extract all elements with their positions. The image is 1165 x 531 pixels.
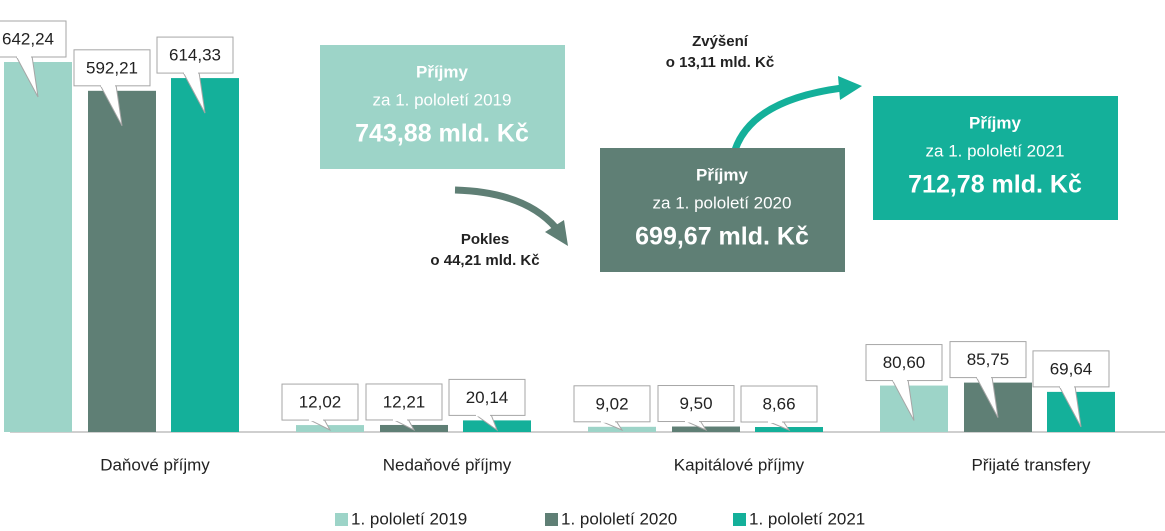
callout-box: [573, 385, 651, 423]
decrease-arrow: [454, 186, 559, 231]
change-label: Zvýšení: [692, 33, 749, 50]
legend-swatch: [733, 513, 746, 526]
summary-box: [320, 45, 565, 169]
legend-label: 1. pololetí 2019: [351, 509, 467, 528]
callout-box: [865, 344, 943, 382]
callout-box: [0, 20, 67, 58]
increase-arrowhead: [838, 76, 862, 100]
value-label: 69,64: [1050, 359, 1093, 378]
callout-box: [1032, 350, 1110, 388]
bar: [88, 90, 156, 432]
summary-subtitle: za 1. pololetí 2021: [926, 141, 1065, 160]
legend-label: 1. pololetí 2021: [749, 509, 865, 528]
value-label: 12,02: [299, 393, 342, 412]
bar: [880, 385, 948, 432]
legend-swatch: [545, 513, 558, 526]
summary-subtitle: za 1. pololetí 2020: [653, 193, 792, 212]
summary-title: Příjmy: [416, 62, 469, 81]
value-label: 20,14: [466, 388, 509, 407]
summary-box: [873, 96, 1118, 220]
value-label: 12,21: [383, 392, 426, 411]
summary-value: 712,78 mld. Kč: [908, 171, 1082, 199]
change-label: o 44,21 mld. Kč: [430, 252, 539, 269]
value-label: 80,60: [883, 353, 926, 372]
value-label: 642,24: [2, 29, 54, 48]
decrease-arrowhead: [545, 220, 568, 246]
increase-arrow: [731, 84, 843, 152]
change-label: Pokles: [461, 231, 509, 248]
x-tick-label: Nedaňové příjmy: [383, 455, 512, 474]
x-tick-label: Přijaté transfery: [971, 455, 1091, 474]
bar: [296, 425, 364, 432]
x-tick-label: Kapitálové příjmy: [674, 455, 805, 474]
summary-title: Příjmy: [969, 113, 1022, 132]
bar: [964, 382, 1032, 432]
summary-box: [600, 148, 845, 272]
callout-box: [73, 49, 151, 87]
x-tick-label: Daňové příjmy: [100, 455, 210, 474]
summary-title: Příjmy: [696, 165, 749, 184]
bar: [171, 78, 239, 432]
value-label: 9,50: [679, 394, 712, 413]
bar: [463, 420, 531, 432]
callout-box: [156, 36, 234, 74]
bar: [380, 424, 448, 432]
legend-swatch: [335, 513, 348, 526]
value-label: 9,02: [595, 394, 628, 413]
callout-box: [949, 341, 1027, 379]
summary-value: 743,88 mld. Kč: [355, 120, 529, 148]
legend-label: 1. pololetí 2020: [561, 509, 677, 528]
callout-box: [657, 385, 735, 423]
bar: [4, 62, 72, 432]
value-label: 592,21: [86, 58, 138, 77]
callout-box: [740, 385, 818, 423]
change-label: o 13,11 mld. Kč: [666, 54, 774, 71]
value-label: 85,75: [967, 350, 1010, 369]
summary-subtitle: za 1. pololetí 2019: [373, 90, 512, 109]
value-label: 8,66: [762, 394, 795, 413]
summary-value: 699,67 mld. Kč: [635, 223, 809, 251]
value-label: 614,33: [169, 46, 221, 65]
